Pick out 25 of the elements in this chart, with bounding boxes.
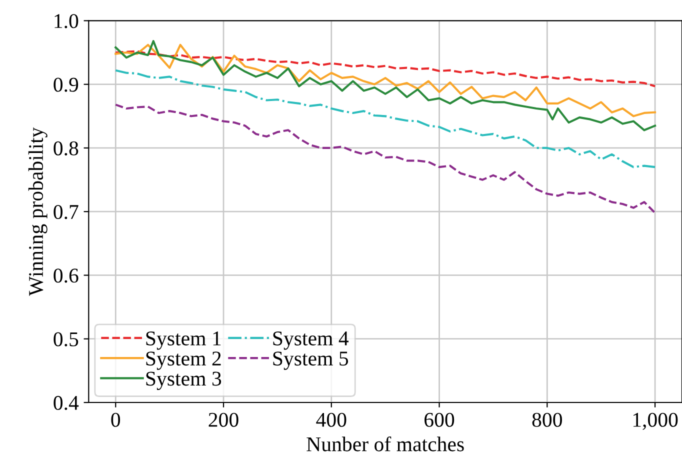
y-tick-label: 0.7 (54, 204, 78, 220)
y-axis-title: Winning probability (28, 127, 48, 296)
x-tick-label: 1,000 (633, 412, 678, 430)
x-tick-label: 200 (208, 412, 238, 427)
legend-label: System 4 (273, 331, 349, 350)
line-series (114, 40, 656, 132)
y-tick-label: 0.4 (54, 396, 79, 410)
x-tick-label: 0 (111, 412, 120, 427)
legend-label: System 5 (273, 352, 348, 370)
line-series (114, 50, 656, 88)
line-series (114, 44, 656, 118)
x-tick-label: 600 (424, 412, 454, 427)
line-series (114, 104, 656, 214)
line-series (114, 69, 656, 168)
legend-label: System 2 (146, 352, 221, 370)
y-tick-label: 0.8 (54, 141, 78, 156)
x-tick-label: 800 (532, 412, 562, 427)
legend-label: System 3 (146, 372, 222, 390)
y-tick-label: 0.6 (54, 268, 78, 283)
y-tick-label: 1.0 (54, 14, 78, 28)
y-tick-label: 0.5 (54, 332, 78, 346)
x-axis-title: Nunber of matches (306, 436, 464, 452)
y-tick-label: 0.9 (54, 78, 78, 92)
legend-label: System 1 (146, 331, 221, 350)
x-tick-label: 400 (316, 412, 346, 427)
